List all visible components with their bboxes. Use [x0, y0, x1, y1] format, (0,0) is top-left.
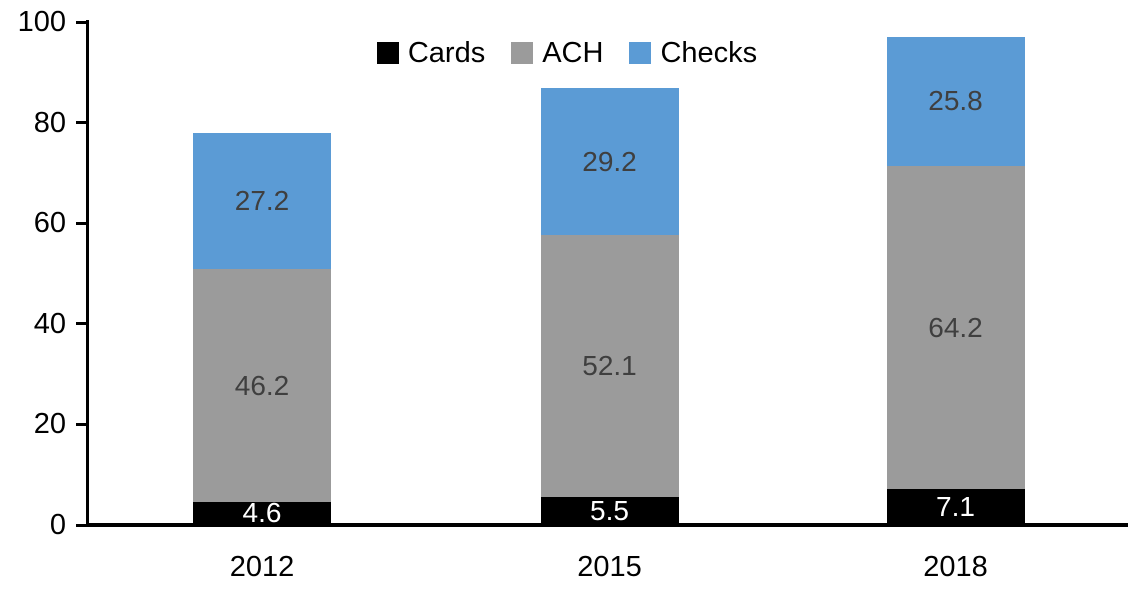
bar-segment-cards-2018: 7.1: [886, 489, 1025, 525]
y-axis-tick-100: [76, 20, 88, 24]
x-axis-label-2012: 2012: [229, 551, 295, 583]
bar-segment-checks-2018: 25.8: [886, 36, 1025, 167]
y-axis: [86, 20, 89, 527]
bar-segment-label: 25.8: [928, 85, 983, 117]
x-axis-label-2015: 2015: [577, 551, 642, 583]
bar-segment-cards-2012: 4.6: [193, 497, 331, 529]
y-axis-tick-40: [76, 322, 88, 326]
y-axis-tick-label-80: 80: [33, 106, 66, 139]
bar-segment-ach-2012: 46.2: [193, 269, 331, 502]
bar-segment-cards-2015: 5.5: [540, 495, 679, 527]
legend-item-cards: Cards: [376, 37, 486, 69]
x-axis-label-2018: 2018: [923, 551, 988, 583]
y-axis-tick-label-20: 20: [33, 408, 66, 441]
cards-legend-swatch: [376, 42, 399, 64]
y-axis-tick-label-100: 100: [17, 6, 66, 38]
y-axis-tick-60: [76, 221, 88, 225]
bar-segment-label: 46.2: [234, 369, 290, 401]
bar-segment-label: 5.5: [590, 495, 629, 527]
ach-legend-swatch: [511, 42, 534, 64]
y-axis-tick-80: [76, 121, 88, 125]
bar-segment-label: 29.2: [582, 145, 637, 177]
y-axis-tick-0: [76, 523, 88, 527]
y-axis-tick-label-40: 40: [33, 307, 66, 340]
bar-segment-label: 52.1: [582, 350, 637, 382]
checks-legend-label: Checks: [660, 37, 758, 69]
bar-segment-checks-2012: 27.2: [193, 132, 331, 270]
chart-legend: Cards ACH Checks: [0, 38, 1134, 68]
checks-legend-swatch: [629, 42, 652, 64]
y-axis-tick-20: [76, 422, 88, 426]
y-axis-tick-label-0: 0: [49, 509, 66, 541]
legend-item-ach: ACH: [511, 38, 603, 68]
bar-segment-label: 64.2: [928, 311, 983, 343]
bar-segment-checks-2015: 29.2: [540, 88, 679, 236]
bar-segment-label: 7.1: [936, 491, 975, 523]
x-axis: [86, 523, 1128, 527]
legend-item-checks: Checks: [629, 38, 757, 68]
bar-segment-ach-2018: 64.2: [886, 166, 1025, 490]
bar-segment-label: 4.6: [242, 497, 282, 529]
cards-legend-label: Cards: [407, 37, 486, 69]
y-axis-tick-label-60: 60: [33, 207, 66, 240]
bar-segment-ach-2015: 52.1: [540, 235, 679, 498]
bar-segment-label: 27.2: [234, 185, 290, 217]
ach-legend-label: ACH: [542, 37, 604, 69]
